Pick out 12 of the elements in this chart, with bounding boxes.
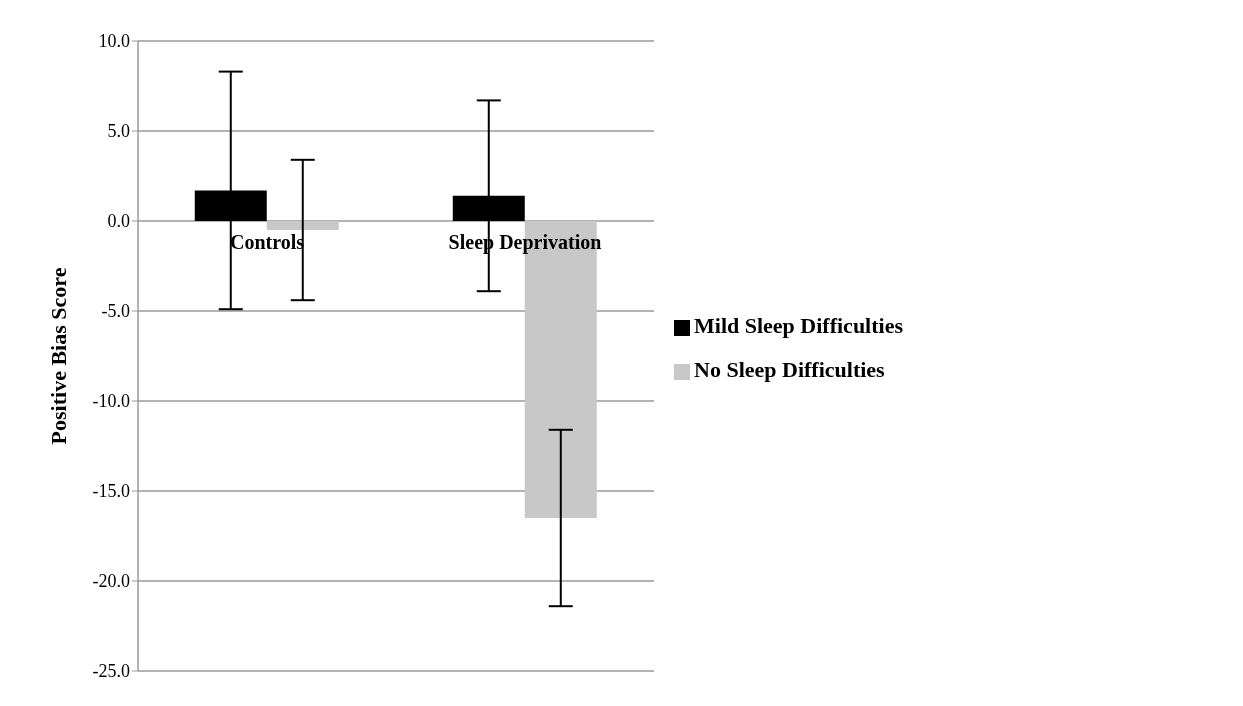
y-tick-label: 10.0	[98, 31, 130, 52]
y-tick-label: -5.0	[101, 301, 130, 322]
legend-label: No Sleep Difficulties	[694, 357, 885, 382]
legend-label: Mild Sleep Difficulties	[694, 313, 903, 338]
y-tick-label: -10.0	[92, 391, 130, 412]
y-tick-label: -25.0	[92, 661, 130, 682]
y-axis-title: Positive Bias Score	[45, 267, 71, 445]
bar	[266, 221, 339, 230]
y-tick-label: 5.0	[107, 121, 130, 142]
y-tick-label: -20.0	[92, 571, 130, 592]
y-tick-label: 0.0	[107, 211, 130, 232]
y-tick-label: -15.0	[92, 481, 130, 502]
